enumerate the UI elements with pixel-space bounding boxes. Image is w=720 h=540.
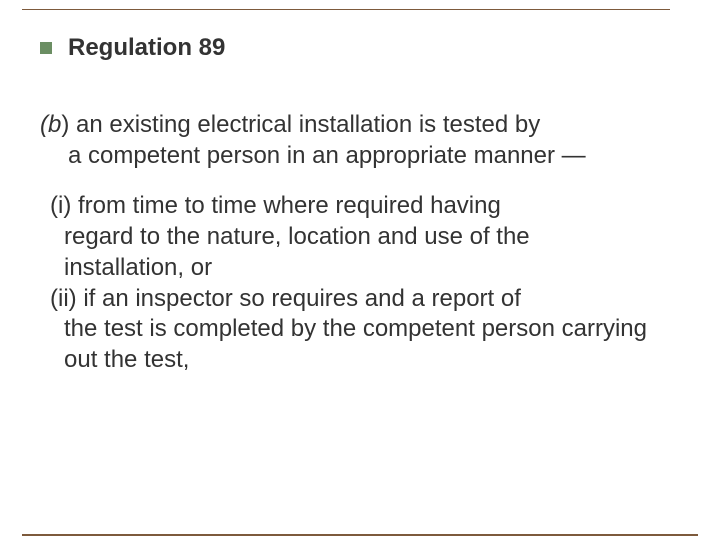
slide-title: Regulation 89 <box>68 34 225 62</box>
title-row: Regulation 89 <box>40 34 225 62</box>
clause-b-rest: ) an existing electrical installation is… <box>61 111 540 138</box>
body-text: (b) an existing electrical installation … <box>40 110 650 376</box>
clause-i-line1: (i) from time to time where required hav… <box>50 192 501 219</box>
clause-i: (i) from time to time where required hav… <box>40 191 650 283</box>
slide: { "colors": { "rule": "#7d5a3c", "bullet… <box>0 0 720 540</box>
clause-ii-line1: (ii) if an inspector so requires and a r… <box>50 285 521 312</box>
bottom-rule <box>22 534 698 536</box>
clause-ii-cont: the test is completed by the competent p… <box>50 314 650 375</box>
clause-b-marker: (b <box>40 111 61 138</box>
clause-b: (b) an existing electrical installation … <box>40 110 650 171</box>
square-bullet-icon <box>40 42 52 54</box>
clause-b-line1: (b) an existing electrical installation … <box>40 111 540 138</box>
clause-i-cont: regard to the nature, location and use o… <box>50 222 650 283</box>
clause-ii: (ii) if an inspector so requires and a r… <box>40 284 650 376</box>
top-rule <box>22 9 670 10</box>
clause-b-cont: a competent person in an appropriate man… <box>40 141 650 172</box>
